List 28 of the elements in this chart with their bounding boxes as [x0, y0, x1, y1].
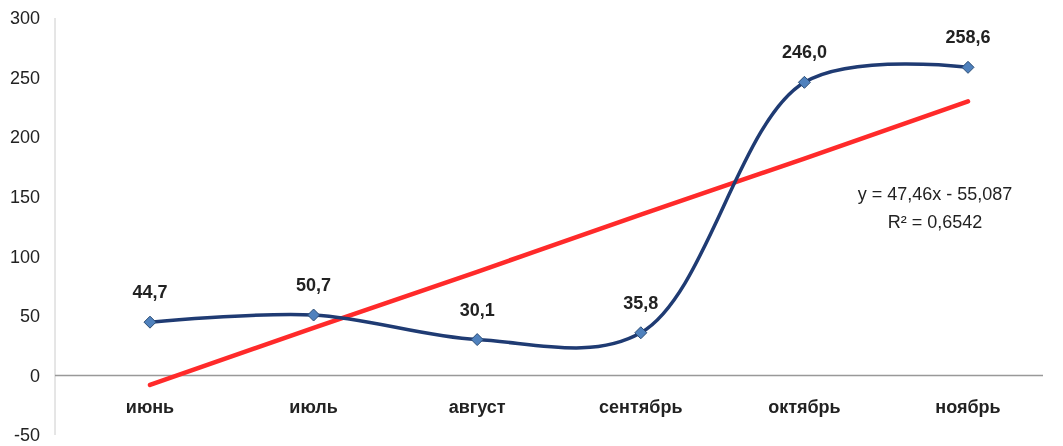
data-label: 246,0 [781, 42, 827, 63]
annotation: R² = 0,6542 [887, 212, 983, 232]
point [634, 326, 648, 340]
y-tick-label: 250 [9, 67, 40, 88]
y-tick-label: 300 [9, 8, 40, 29]
point [470, 333, 484, 347]
data-label: 44,7 [132, 282, 168, 303]
x-tick-label: октябрь [768, 397, 841, 418]
x-tick-label: август [448, 397, 506, 418]
data-label: 258,6 [945, 27, 991, 48]
y-tick-label: 0 [29, 365, 40, 386]
data-label: 30,1 [459, 299, 495, 320]
point [961, 60, 975, 74]
x-tick-label: июнь [125, 397, 175, 418]
data-label: 35,8 [623, 292, 659, 313]
annotation: y = 47,46x - 55,087 [857, 184, 1013, 204]
y-tick-label: 200 [9, 127, 40, 148]
point [143, 315, 157, 329]
y-tick-label: 50 [19, 306, 40, 327]
data-label: 50,7 [296, 275, 332, 296]
point [797, 75, 811, 89]
y-tick-label: 100 [9, 246, 40, 267]
point [307, 308, 321, 322]
x-tick-label: сентябрь [599, 397, 683, 418]
x-tick-label: июль [289, 397, 338, 418]
y-tick-label: 150 [9, 187, 40, 208]
x-tick-label: ноябрь [935, 397, 1001, 418]
y-tick-label: -50 [13, 425, 40, 446]
